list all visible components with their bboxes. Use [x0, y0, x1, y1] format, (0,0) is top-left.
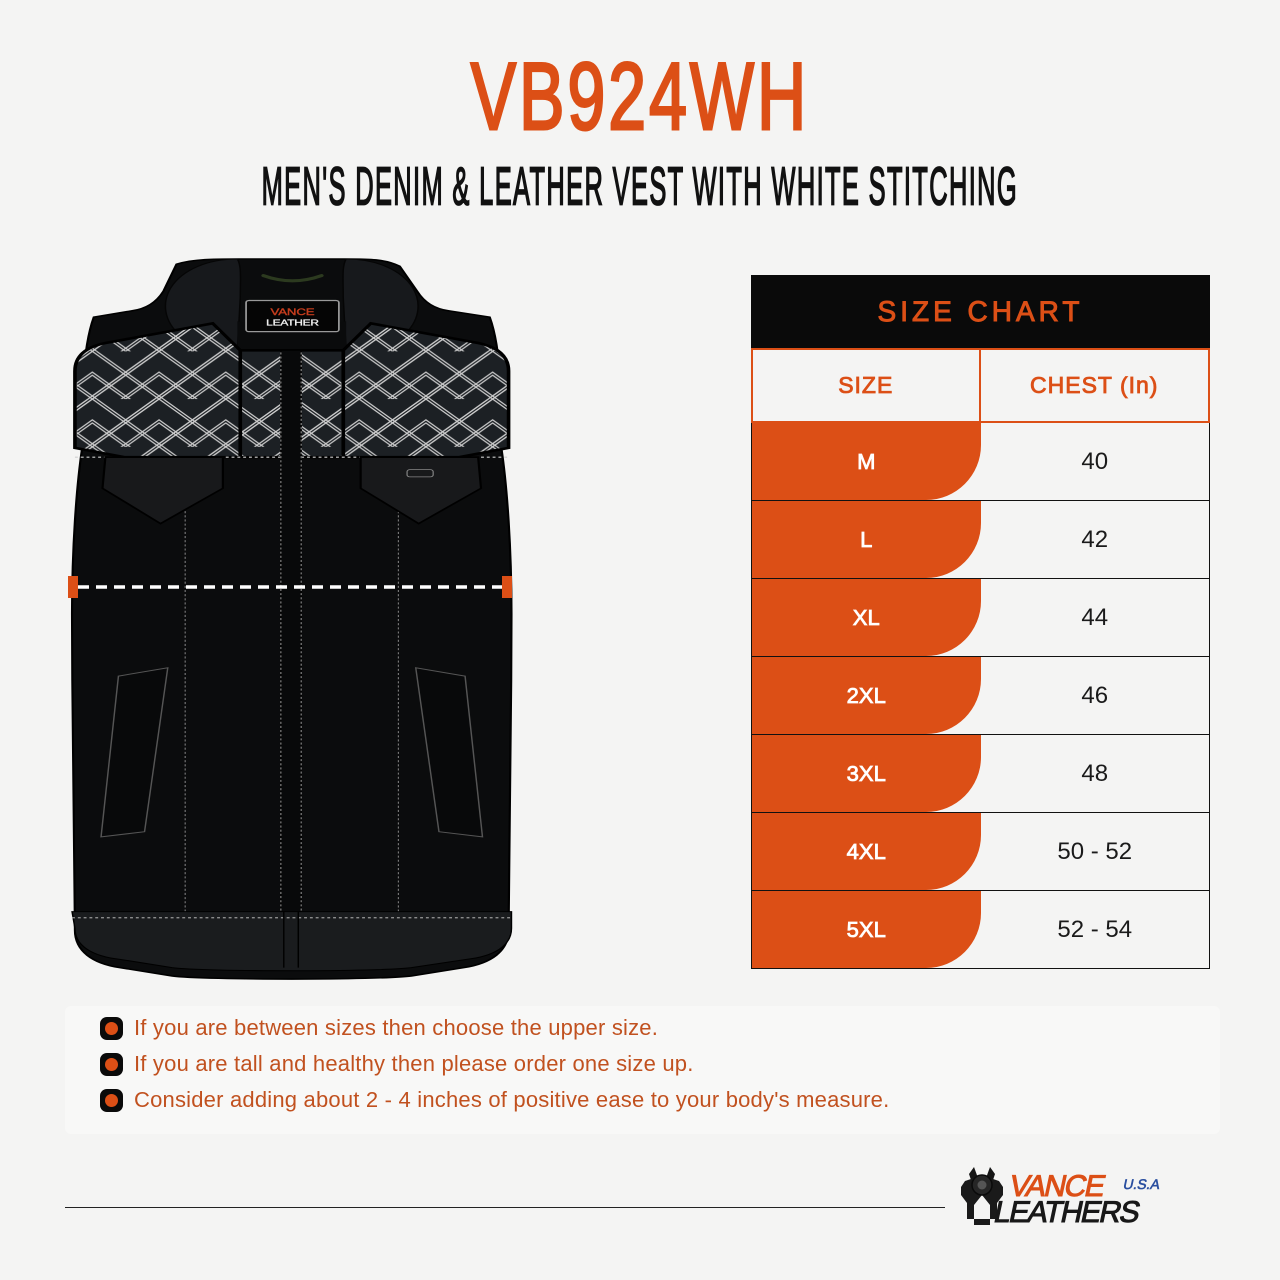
- svg-text:LEATHERS: LEATHERS: [991, 1196, 1143, 1229]
- svg-text:U.S.A: U.S.A: [1122, 1176, 1162, 1192]
